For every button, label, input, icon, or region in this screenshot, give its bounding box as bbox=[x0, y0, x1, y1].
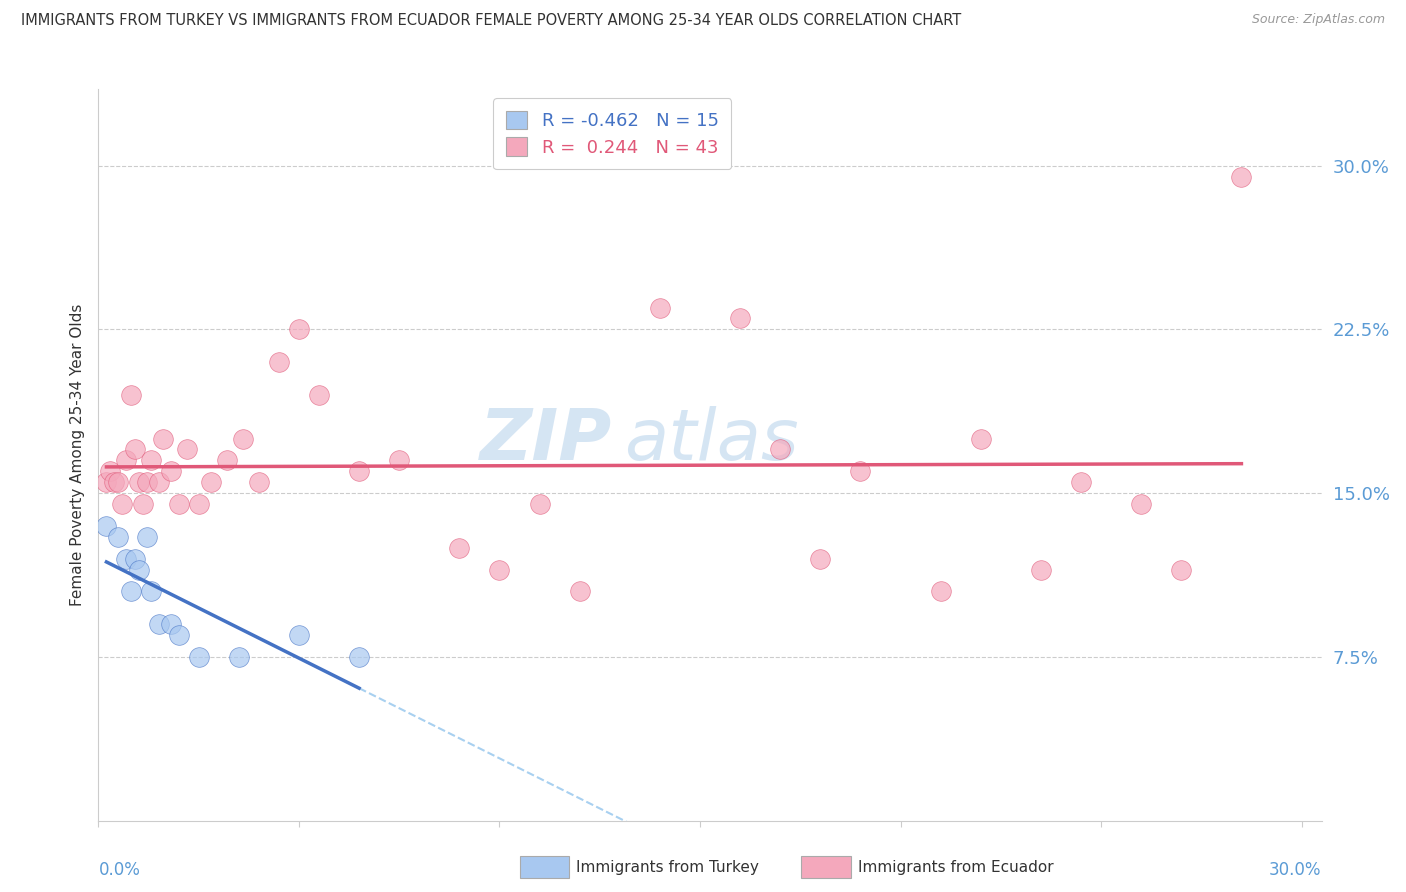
Point bbox=[228, 649, 250, 664]
Point bbox=[115, 453, 138, 467]
Point bbox=[96, 475, 118, 490]
Point bbox=[187, 497, 209, 511]
Point bbox=[176, 442, 198, 457]
Text: 0.0%: 0.0% bbox=[98, 861, 141, 879]
Point bbox=[187, 649, 209, 664]
Point bbox=[267, 355, 290, 369]
Point bbox=[247, 475, 270, 490]
Point bbox=[96, 519, 118, 533]
Point bbox=[568, 584, 591, 599]
Point bbox=[111, 497, 134, 511]
Point bbox=[159, 464, 181, 478]
Point bbox=[449, 541, 471, 555]
Point bbox=[1130, 497, 1153, 511]
Point bbox=[849, 464, 872, 478]
Text: 30.0%: 30.0% bbox=[1270, 861, 1322, 879]
Point bbox=[135, 475, 157, 490]
Point bbox=[135, 530, 157, 544]
Point bbox=[124, 551, 146, 566]
Point bbox=[1070, 475, 1092, 490]
Point bbox=[131, 497, 153, 511]
Point bbox=[167, 628, 190, 642]
Point bbox=[103, 475, 125, 490]
Text: IMMIGRANTS FROM TURKEY VS IMMIGRANTS FROM ECUADOR FEMALE POVERTY AMONG 25-34 YEA: IMMIGRANTS FROM TURKEY VS IMMIGRANTS FRO… bbox=[21, 13, 962, 29]
Point bbox=[1029, 563, 1052, 577]
Text: Source: ZipAtlas.com: Source: ZipAtlas.com bbox=[1251, 13, 1385, 27]
Y-axis label: Female Poverty Among 25-34 Year Olds: Female Poverty Among 25-34 Year Olds bbox=[69, 304, 84, 606]
Point bbox=[139, 453, 162, 467]
Text: Immigrants from Ecuador: Immigrants from Ecuador bbox=[858, 860, 1053, 874]
Point bbox=[808, 551, 831, 566]
Point bbox=[970, 432, 993, 446]
Point bbox=[648, 301, 671, 315]
Point bbox=[347, 649, 370, 664]
Point bbox=[148, 475, 170, 490]
Point bbox=[124, 442, 146, 457]
Point bbox=[232, 432, 254, 446]
Point bbox=[152, 432, 174, 446]
Point bbox=[120, 388, 142, 402]
Point bbox=[107, 530, 129, 544]
Point bbox=[215, 453, 238, 467]
Point bbox=[388, 453, 411, 467]
Point bbox=[1230, 169, 1253, 184]
Legend: R = -0.462   N = 15, R =  0.244   N = 43: R = -0.462 N = 15, R = 0.244 N = 43 bbox=[494, 98, 731, 169]
Point bbox=[100, 464, 122, 478]
Point bbox=[120, 584, 142, 599]
Point bbox=[728, 311, 751, 326]
Text: Immigrants from Turkey: Immigrants from Turkey bbox=[576, 860, 759, 874]
Point bbox=[148, 617, 170, 632]
Point bbox=[288, 628, 311, 642]
Point bbox=[107, 475, 129, 490]
Point bbox=[347, 464, 370, 478]
Text: atlas: atlas bbox=[624, 406, 799, 475]
Point bbox=[167, 497, 190, 511]
Point bbox=[159, 617, 181, 632]
Point bbox=[115, 551, 138, 566]
Point bbox=[488, 563, 510, 577]
Point bbox=[529, 497, 551, 511]
Point bbox=[139, 584, 162, 599]
Point bbox=[128, 475, 150, 490]
Point bbox=[1170, 563, 1192, 577]
Point bbox=[128, 563, 150, 577]
Point bbox=[308, 388, 330, 402]
Point bbox=[769, 442, 792, 457]
Point bbox=[200, 475, 222, 490]
Point bbox=[929, 584, 952, 599]
Text: ZIP: ZIP bbox=[479, 406, 612, 475]
Point bbox=[288, 322, 311, 336]
